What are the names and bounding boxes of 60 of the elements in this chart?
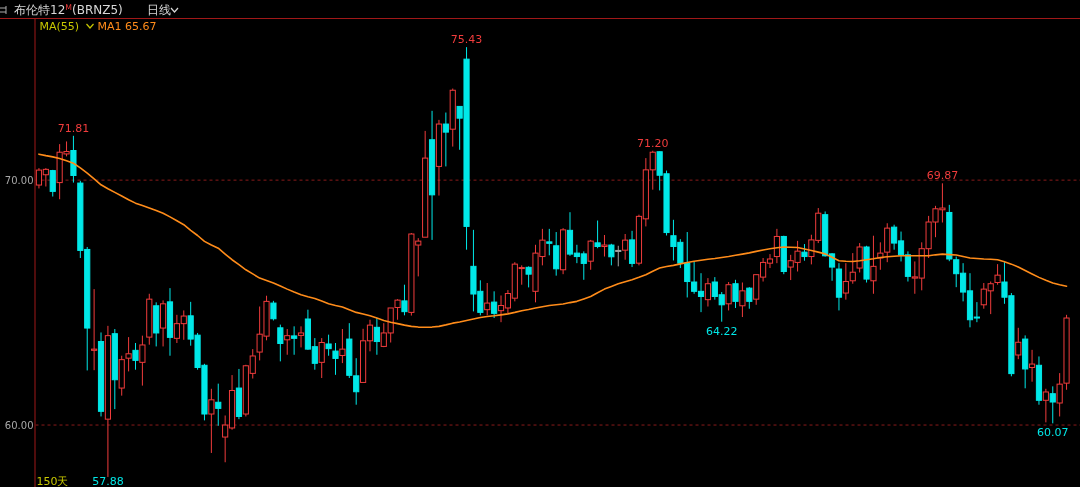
candlestick: [270, 300, 277, 321]
candlestick: [284, 328, 291, 356]
candlestick: [870, 235, 877, 295]
candlestick: [1049, 385, 1056, 424]
candlestick: [1015, 327, 1022, 360]
candlestick: [215, 383, 222, 427]
candlestick: [628, 230, 636, 268]
candlestick: [746, 286, 753, 310]
candlestick: [91, 288, 98, 371]
candlestick: [601, 234, 608, 258]
candlestick: [1042, 388, 1049, 423]
candlestick: [491, 290, 498, 319]
candlestick: [484, 282, 491, 316]
candlestick: [856, 242, 863, 273]
candlestick: [132, 342, 139, 371]
candlestick: [373, 317, 380, 356]
annotation: 150天: [36, 475, 69, 487]
candlestick: [732, 279, 739, 309]
candlestick: [849, 252, 856, 285]
candlestick: [442, 112, 449, 167]
candlestick: [725, 281, 732, 311]
annotation: 69.87: [926, 169, 959, 183]
candlestick: [291, 325, 298, 356]
annotation: 57.88: [92, 475, 124, 487]
candlestick: [277, 324, 284, 362]
candlestick: [318, 337, 325, 379]
candlestick: [139, 335, 146, 387]
candlestick: [615, 245, 622, 267]
line-series: [38, 153, 1068, 329]
candlestick: [739, 282, 746, 318]
y-tick-label: 70.00: [4, 174, 34, 186]
annotation: 71.81: [57, 121, 90, 135]
chart-subtitle: 日线: [147, 3, 171, 17]
candlestick: [704, 277, 712, 308]
candlestick: [994, 263, 1001, 286]
candlestick: [622, 233, 629, 261]
y-tick-label: 60.00: [4, 419, 34, 431]
candlestick: [1028, 349, 1036, 383]
candlestick: [339, 328, 346, 364]
candlestick: [325, 334, 332, 357]
candlestick: [401, 284, 408, 316]
candlestick: [594, 220, 601, 249]
candlestick: [553, 231, 560, 277]
candlestick: [587, 239, 594, 271]
candlestick: [297, 325, 305, 348]
text: MA1 65.67: [97, 20, 157, 33]
annotation: 75.43: [450, 33, 483, 47]
candlestick: [842, 262, 849, 301]
annotation: 60.07: [1037, 426, 1069, 440]
candlestick: [525, 265, 532, 288]
legend-title: MA(55): [39, 20, 80, 33]
candlestick: [125, 336, 132, 372]
annotation: 64.22: [705, 324, 738, 338]
chart-title: 布伦特12$^{M}$(BRNZ5): [14, 2, 123, 17]
candlestick: [332, 342, 339, 376]
candlestick: [546, 228, 553, 256]
annotation: 71.20: [637, 136, 669, 150]
candlestick: [208, 388, 215, 454]
candlestick: [773, 228, 780, 264]
candlestick: [49, 169, 56, 198]
